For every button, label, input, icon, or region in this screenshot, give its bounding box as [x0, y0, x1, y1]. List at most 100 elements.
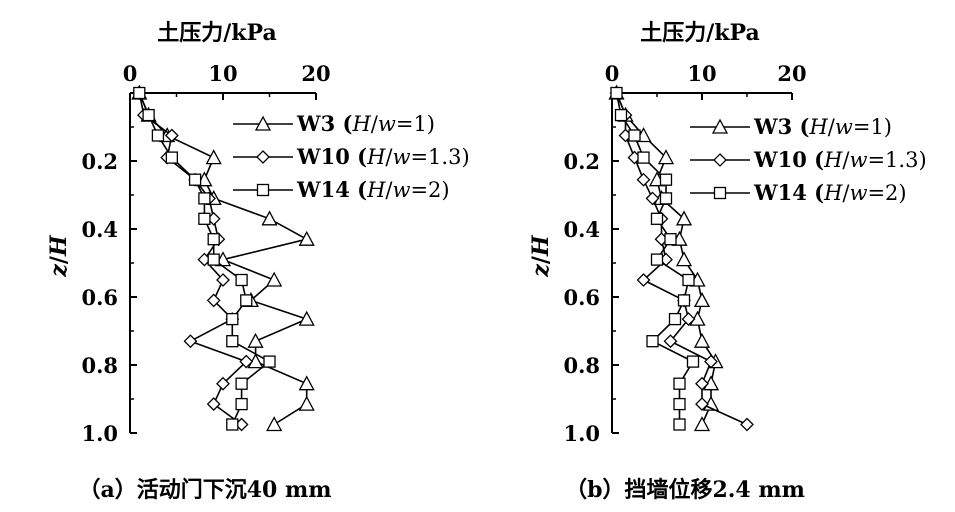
legend-marker [256, 183, 270, 197]
data-point [216, 376, 230, 391]
axes-a [129, 92, 316, 433]
data-point [298, 395, 315, 411]
data-point [226, 418, 239, 431]
legend-label-part: =2) [410, 178, 449, 202]
data-point [133, 86, 146, 100]
legend-b: W3 (H/w=1)W10 (H/w=1.3)W14 (H/w=2) [690, 114, 927, 205]
data-point [298, 375, 315, 391]
data-point [693, 292, 711, 308]
data-point [668, 312, 682, 326]
data-point [663, 334, 678, 349]
legend-label-part: =1) [853, 115, 892, 139]
data-point [206, 293, 221, 308]
data-point [740, 417, 754, 432]
data-point [650, 212, 664, 225]
data-point [628, 129, 641, 142]
data-point [650, 253, 664, 266]
data-point [183, 334, 198, 349]
data-point [673, 418, 686, 431]
y-tick-label: 0.4 [563, 217, 600, 242]
series-layer-b [608, 84, 754, 432]
legend-label-part: W10 ( [753, 147, 824, 172]
chart-title-b: 土压力/kPa [640, 20, 760, 46]
legend-label-part: H [823, 181, 843, 205]
data-point [636, 273, 651, 287]
data-point [646, 335, 659, 348]
data-point [659, 192, 673, 205]
y-label-z-a: z [46, 264, 72, 278]
data-point [298, 310, 315, 326]
data-point [682, 273, 695, 287]
y-axis-ticks-a: 0.2 0.4 0.6 0.8 1.0 [81, 126, 137, 446]
chart-panel-b: 土压力/kPa 0 10 20 0.20.40.60.81.0 z/H W3 (H/… [528, 20, 927, 503]
data-point [226, 312, 239, 326]
data-point [704, 354, 718, 369]
data-point [675, 210, 693, 226]
data-point [164, 128, 179, 143]
legend-label-part: W14 ( [296, 177, 367, 202]
y-label-slash-a: / [46, 255, 72, 264]
legend-entry: W10 (H/w=1.3) [753, 147, 927, 172]
legend-label-part: w [835, 115, 853, 139]
legend-label-part: H [351, 112, 371, 136]
data-point [235, 377, 248, 390]
legend-label-part: w [849, 181, 867, 205]
legend-label-part: H [366, 145, 386, 169]
legend-entry: W3 (H/w=1) [753, 114, 892, 139]
legend-label-part: W3 ( [753, 114, 809, 139]
legend-label-part: w [849, 148, 867, 172]
x-tick-label: 10 [687, 61, 716, 86]
y-axis-label-b: z/H [528, 234, 554, 278]
series-line [138, 92, 248, 426]
legend-label-part: W10 ( [296, 144, 367, 169]
legend-label-part: =1.3) [867, 148, 926, 172]
data-point [636, 172, 651, 187]
series-layer-a [131, 84, 315, 432]
data-point [263, 355, 276, 368]
legend-entry: W10 (H/w=1.3) [296, 144, 470, 169]
data-point [240, 294, 253, 307]
y-tick-label: 0.4 [81, 217, 118, 242]
chart-title-a: 土压力/kPa [157, 20, 277, 46]
legend-label-part: =2) [867, 181, 906, 205]
data-point [614, 108, 628, 122]
series-square-b [610, 86, 700, 431]
data-point [610, 86, 623, 100]
legend-label-part: =1.3) [410, 145, 469, 169]
data-point [165, 151, 179, 164]
y-tick-label: 0.2 [563, 149, 600, 174]
data-point [681, 312, 696, 327]
data-point [673, 377, 686, 390]
x-axis-ticks-a: 0 10 20 [123, 61, 331, 100]
y-label-z-b: z [528, 264, 554, 278]
data-point [266, 416, 283, 432]
x-tick-label: 0 [123, 61, 138, 86]
data-point [247, 332, 264, 348]
y-label-h-b: H [528, 234, 554, 257]
data-point [637, 151, 650, 164]
data-point [266, 271, 283, 287]
legend-label-part: w [392, 178, 410, 202]
data-point [673, 397, 686, 411]
legend-label-part: H [808, 115, 828, 139]
y-tick-label: 1.0 [563, 421, 600, 446]
data-point [142, 108, 155, 122]
data-point [675, 251, 693, 267]
data-point [206, 397, 221, 412]
y-label-slash-b: / [528, 255, 554, 264]
data-point [298, 230, 315, 246]
caption-b: （b）挡墙位移2.4 mm [565, 477, 805, 503]
data-point [235, 273, 248, 287]
legend-entry: W14 (H/w=2) [296, 177, 450, 202]
legend-label-part: / [371, 112, 379, 136]
legend-marker [711, 118, 729, 134]
legend-label-part: / [842, 148, 850, 172]
chart-panel-a: 土压力/kPa 0 10 20 0.20.40.60.81.0 z/H W3 (H/… [46, 20, 470, 503]
legend-label-part: / [828, 115, 836, 139]
legend-label-part: / [385, 145, 393, 169]
data-point [677, 294, 691, 307]
x-tick-label: 10 [208, 61, 237, 86]
data-point [686, 355, 700, 368]
data-point [207, 253, 220, 266]
y-axis-ticks-b: 0.2 0.4 0.6 0.8 1.0 [563, 126, 619, 446]
